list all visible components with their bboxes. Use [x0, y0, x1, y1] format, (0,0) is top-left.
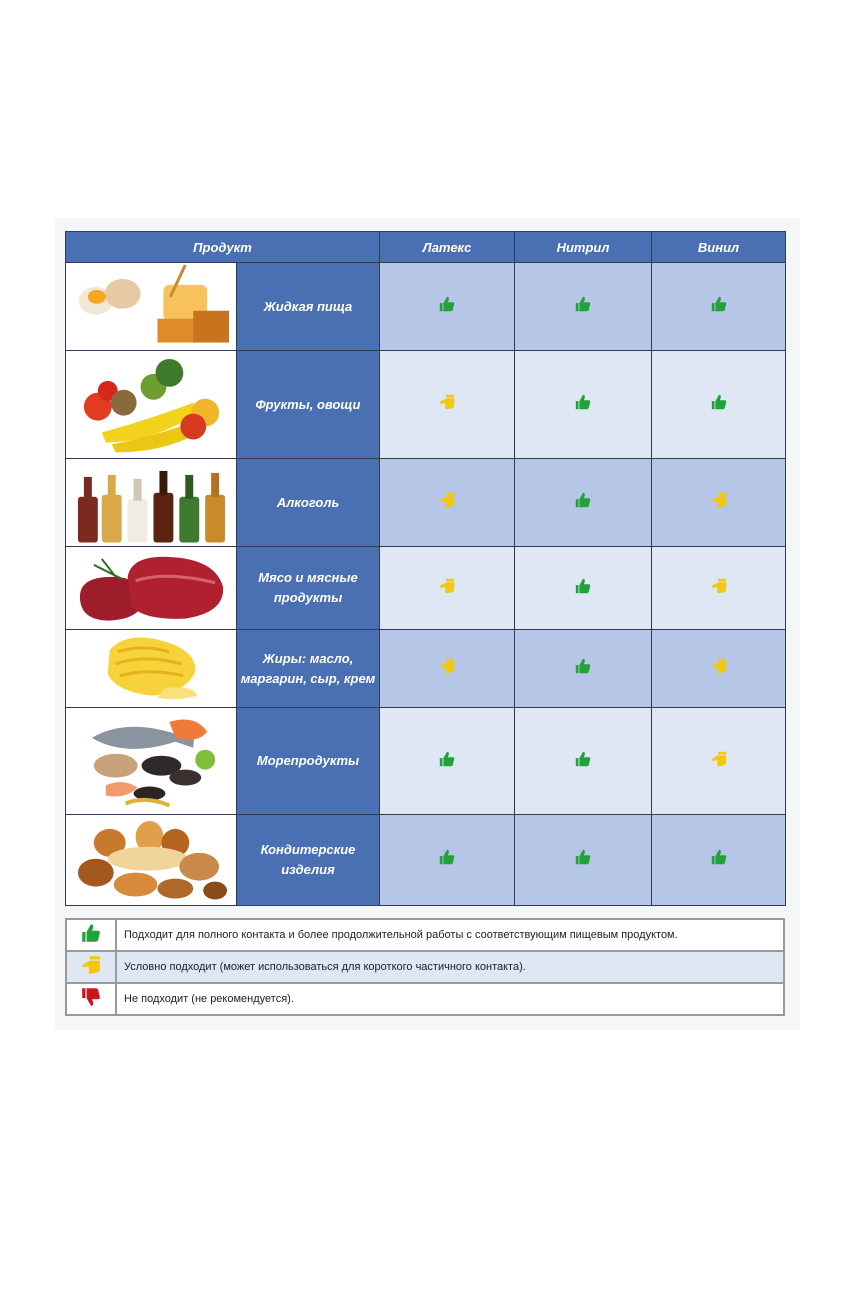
- vinyl-rating: [651, 261, 786, 352]
- table-header-row: Продукт Латекс Нитрил Винил: [65, 231, 786, 263]
- thumbs-sideways-icon: [438, 657, 456, 675]
- thumbs-up-icon: [574, 577, 592, 595]
- thumbs-up-icon: [710, 848, 728, 866]
- pastry-image: [65, 813, 237, 907]
- latex-rating: [379, 707, 515, 815]
- product-name: Жиры: масло, маргарин, сыр, крем: [236, 628, 380, 709]
- legend-text-bad: Не подходит (не рекомендуется).: [115, 982, 785, 1016]
- thumbs-up-icon: [574, 657, 592, 675]
- compatibility-table: Продукт Латекс Нитрил Винил Жидкая пища: [65, 231, 786, 907]
- thumbs-down-icon: [80, 986, 102, 1008]
- product-name: Алкоголь: [236, 457, 380, 548]
- thumbs-sideways-icon: [80, 954, 102, 976]
- nitrile-rating: [514, 628, 652, 709]
- thumbs-up-icon: [574, 393, 592, 411]
- table-row: Фрукты, овощи: [65, 350, 786, 459]
- vinyl-rating: [651, 546, 786, 630]
- fruits-vegetables-image: [65, 350, 237, 459]
- thumbs-up-icon: [710, 393, 728, 411]
- latex-rating: [379, 261, 515, 352]
- product-name: Жидкая пища: [236, 261, 380, 352]
- latex-rating: [379, 457, 515, 548]
- meat-image: [65, 546, 237, 630]
- thumbs-up-icon: [438, 750, 456, 768]
- vinyl-rating: [651, 457, 786, 548]
- header-product: Продукт: [65, 231, 380, 263]
- thumbs-up-icon: [574, 295, 592, 313]
- table-row: Кондитерские изделия: [65, 813, 786, 907]
- header-vinyl: Винил: [651, 231, 786, 263]
- butter-image: [65, 628, 237, 709]
- table-row: Алкоголь: [65, 457, 786, 548]
- thumbs-sideways-icon: [438, 577, 456, 595]
- latex-rating: [379, 628, 515, 709]
- product-name: Фрукты, овощи: [236, 350, 380, 459]
- header-nitrile: Нитрил: [514, 231, 652, 263]
- legend-row-good: Подходит для полного контакта и более пр…: [65, 918, 785, 952]
- seafood-image: [65, 707, 237, 815]
- table-row: Мясо и мясные продукты: [65, 546, 786, 630]
- legend-text-conditional: Условно подходит (может использоваться д…: [115, 950, 785, 984]
- table-row: Жиры: масло, маргарин, сыр, крем: [65, 628, 786, 709]
- vinyl-rating: [651, 350, 786, 459]
- table-row: Морепродукты: [65, 707, 786, 815]
- bottles-image: [65, 457, 237, 548]
- thumbs-up-icon: [438, 848, 456, 866]
- thumbs-up-icon: [574, 750, 592, 768]
- nitrile-rating: [514, 261, 652, 352]
- thumbs-up-icon: [710, 295, 728, 313]
- nitrile-rating: [514, 707, 652, 815]
- legend-row-bad: Не подходит (не рекомендуется).: [65, 982, 785, 1016]
- legend-table: Подходит для полного контакта и более пр…: [65, 918, 785, 1016]
- nitrile-rating: [514, 457, 652, 548]
- thumbs-sideways-icon: [710, 750, 728, 768]
- vinyl-rating: [651, 813, 786, 907]
- table-row: Жидкая пища: [65, 261, 786, 352]
- legend-row-conditional: Условно подходит (может использоваться д…: [65, 950, 785, 984]
- thumbs-up-icon: [574, 491, 592, 509]
- latex-rating: [379, 546, 515, 630]
- nitrile-rating: [514, 813, 652, 907]
- product-name: Морепродукты: [236, 707, 380, 815]
- vinyl-rating: [651, 707, 786, 815]
- product-name: Мясо и мясные продукты: [236, 546, 380, 630]
- thumbs-sideways-icon: [710, 577, 728, 595]
- header-latex: Латекс: [379, 231, 515, 263]
- legend-text-good: Подходит для полного контакта и более пр…: [115, 918, 785, 952]
- vinyl-rating: [651, 628, 786, 709]
- thumbs-up-icon: [438, 295, 456, 313]
- latex-rating: [379, 813, 515, 907]
- thumbs-up-icon: [80, 922, 102, 944]
- eggs-honey-image: [65, 261, 237, 352]
- thumbs-sideways-icon: [710, 657, 728, 675]
- thumbs-sideways-icon: [438, 491, 456, 509]
- latex-rating: [379, 350, 515, 459]
- thumbs-sideways-icon: [438, 393, 456, 411]
- thumbs-up-icon: [574, 848, 592, 866]
- nitrile-rating: [514, 350, 652, 459]
- nitrile-rating: [514, 546, 652, 630]
- thumbs-sideways-icon: [710, 491, 728, 509]
- product-name: Кондитерские изделия: [236, 813, 380, 907]
